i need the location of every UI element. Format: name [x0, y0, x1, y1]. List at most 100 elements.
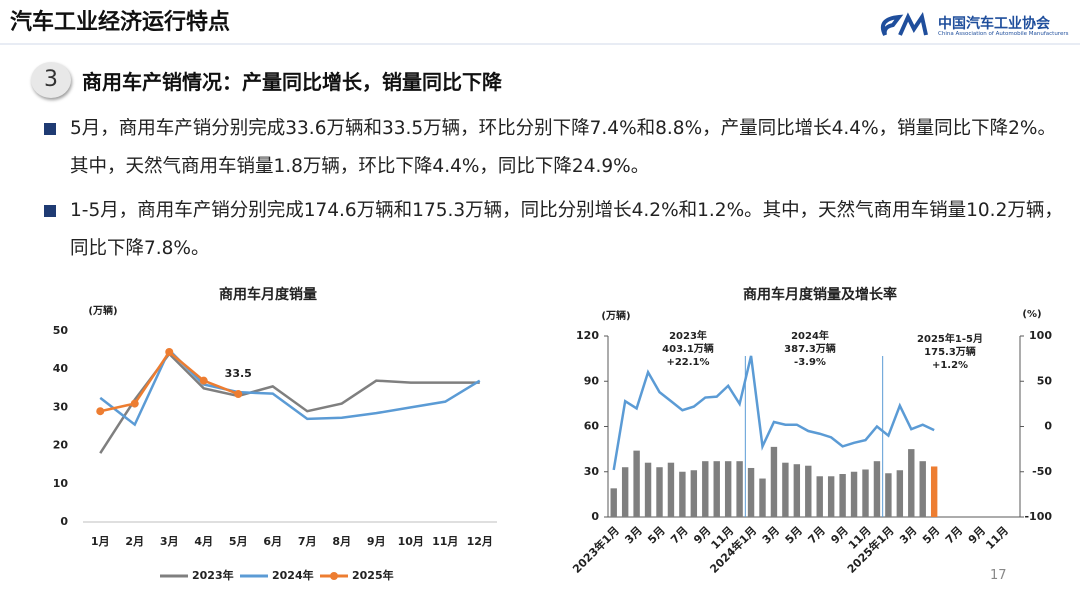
annotation: 2024年 — [791, 329, 829, 342]
x-tick-label: 7月 — [668, 524, 690, 546]
y-tick-label: 120 — [576, 329, 599, 342]
annotation: +1.2% — [932, 360, 968, 371]
y-tick-label: 0 — [60, 515, 68, 528]
x-tick-label: 6月 — [263, 535, 282, 548]
bar — [862, 469, 869, 517]
data-label: 33.5 — [225, 367, 252, 380]
x-tick-label: 1月 — [91, 535, 110, 548]
bar — [770, 446, 778, 517]
bar — [919, 461, 926, 517]
bar — [839, 474, 846, 517]
y-axis-label: (万辆) — [601, 309, 630, 322]
y-tick-label: 60 — [584, 420, 600, 433]
bar — [908, 449, 915, 517]
bar — [873, 461, 881, 517]
y-tick-label: 30 — [584, 465, 600, 478]
x-tick-label: 3月 — [160, 535, 179, 548]
legend-label: 2024年 — [272, 568, 314, 582]
y-tick-label: 0 — [591, 510, 599, 523]
x-tick-label: 9月 — [367, 535, 386, 548]
bar — [759, 478, 766, 517]
x-tick-label: 8月 — [332, 535, 351, 548]
header-title: 汽车工业经济运行特点 — [10, 10, 231, 35]
bar — [827, 476, 835, 517]
section-number: 3 — [31, 62, 71, 98]
y-tick-label: 20 — [53, 439, 69, 452]
marker — [96, 407, 105, 416]
logo-en: China Association of Automobile Manufact… — [938, 31, 1069, 37]
x-tick-label: 2月 — [125, 535, 144, 548]
series-line — [99, 347, 481, 427]
series-line — [99, 350, 239, 413]
annotation: 403.1万辆 — [662, 342, 714, 355]
x-tick-label: 4月 — [194, 535, 213, 548]
x-tick-label: 5月 — [229, 535, 248, 548]
bar — [633, 450, 640, 517]
bar — [850, 471, 858, 517]
page-number: 17 — [990, 568, 1007, 583]
bar — [782, 462, 789, 517]
annotation: +22.1% — [666, 357, 709, 368]
x-tick-label: 3月 — [897, 524, 919, 546]
logo-cn: 中国汽车工业协会 — [938, 16, 1050, 32]
y2-tick-label: -100 — [1024, 510, 1052, 523]
legend-label: 2023年 — [192, 568, 234, 582]
marker — [234, 390, 243, 399]
x-tick-label: 11月 — [432, 535, 458, 548]
x-tick-label: 7月 — [943, 524, 965, 546]
bar — [621, 467, 629, 517]
y-tick-label: 50 — [53, 324, 69, 337]
bullet-text: 5月，商用车产销分别完成33.6万辆和33.5万辆，环比分别下降7.4%和8.8… — [70, 118, 1057, 177]
annotation: 175.3万辆 — [924, 345, 976, 358]
bar — [724, 461, 732, 517]
marker — [130, 399, 139, 408]
bar — [713, 461, 720, 517]
bar — [690, 470, 698, 517]
bar — [736, 461, 743, 517]
series-line — [612, 355, 935, 471]
x-tick-label: 7月 — [806, 524, 828, 546]
marker — [199, 376, 208, 385]
bullet: 1-5月，商用车产销分别完成174.6万辆和175.3万辆，同比分别增长4.2%… — [44, 192, 1064, 268]
chart-title: 商用车月度销量 — [219, 286, 317, 303]
y2-tick-label: 50 — [1037, 374, 1053, 387]
bar — [702, 461, 709, 517]
x-tick-label: 3月 — [760, 524, 782, 546]
x-tick-label: 10月 — [398, 535, 424, 548]
x-tick-label: 2023年1月 — [569, 523, 622, 576]
legend-marker — [330, 572, 338, 580]
bar — [747, 467, 755, 517]
annotation: 387.3万辆 — [784, 342, 836, 355]
x-tick-label: 11月 — [983, 524, 1011, 552]
annotation: 2025年1-5月 — [917, 332, 983, 345]
y-tick-label: 30 — [53, 400, 69, 413]
y-tick-label: 90 — [584, 374, 600, 387]
y2-tick-label: 100 — [1029, 329, 1052, 342]
bar — [793, 464, 801, 517]
y2-axis-label: (%) — [1022, 309, 1041, 320]
bar — [644, 462, 652, 517]
bar — [816, 476, 823, 517]
x-tick-label: 7月 — [298, 535, 317, 548]
marker — [165, 348, 174, 357]
bar — [885, 473, 892, 517]
annotation: 2023年 — [669, 329, 707, 342]
section-title: 商用车产销情况：产量同比增长，销量同比下降 — [82, 70, 502, 94]
y2-tick-label: -50 — [1032, 465, 1052, 478]
y-axis-label: (万辆) — [88, 304, 117, 317]
x-tick-label: 5月 — [783, 524, 805, 546]
bar — [896, 470, 904, 517]
bar — [667, 462, 675, 517]
bar — [656, 467, 663, 517]
bullet-text: 1-5月，商用车产销分别完成174.6万辆和175.3万辆，同比分别增长4.2%… — [70, 200, 1063, 259]
y2-tick-label: 0 — [1044, 420, 1052, 433]
bar — [930, 466, 938, 517]
x-tick-label: 5月 — [645, 524, 667, 546]
logo-mark — [880, 11, 928, 36]
bar — [805, 465, 812, 517]
bar — [610, 488, 617, 517]
bullet: 5月，商用车产销分别完成33.6万辆和33.5万辆，环比分别下降7.4%和8.8… — [44, 110, 1064, 186]
x-tick-label: 5月 — [920, 524, 942, 546]
